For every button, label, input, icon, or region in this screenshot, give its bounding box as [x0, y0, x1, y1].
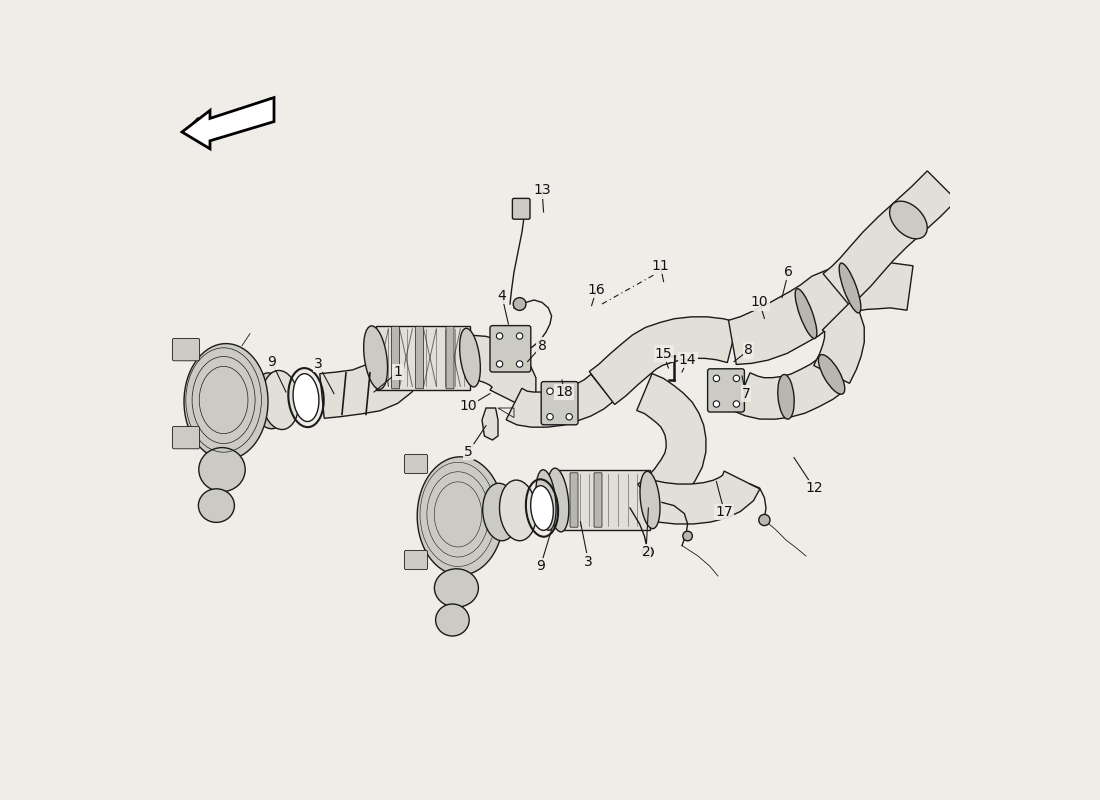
Circle shape [547, 388, 553, 394]
Circle shape [642, 546, 653, 558]
Polygon shape [469, 335, 536, 410]
Polygon shape [182, 98, 274, 149]
FancyBboxPatch shape [513, 198, 530, 219]
Circle shape [496, 333, 503, 339]
Polygon shape [506, 374, 613, 427]
Polygon shape [482, 408, 498, 440]
Polygon shape [646, 471, 760, 524]
Polygon shape [590, 317, 737, 405]
Polygon shape [734, 358, 844, 419]
FancyBboxPatch shape [405, 454, 428, 474]
Ellipse shape [417, 457, 504, 575]
Circle shape [516, 361, 522, 367]
Ellipse shape [839, 263, 861, 313]
Ellipse shape [483, 483, 518, 541]
Text: 1: 1 [394, 365, 403, 379]
Text: 5: 5 [464, 445, 473, 459]
FancyBboxPatch shape [594, 473, 602, 527]
Ellipse shape [262, 370, 299, 430]
Ellipse shape [536, 470, 557, 530]
Text: 8: 8 [744, 343, 752, 358]
Text: 6: 6 [784, 265, 793, 279]
Ellipse shape [364, 326, 387, 390]
Polygon shape [375, 326, 470, 390]
Circle shape [547, 414, 553, 420]
Ellipse shape [547, 468, 569, 532]
Circle shape [496, 361, 503, 367]
Ellipse shape [890, 201, 927, 239]
FancyBboxPatch shape [405, 550, 428, 570]
FancyBboxPatch shape [392, 326, 399, 389]
Text: 11: 11 [651, 258, 669, 273]
Ellipse shape [499, 480, 537, 541]
Circle shape [713, 401, 719, 407]
Ellipse shape [640, 471, 660, 529]
Text: 15: 15 [654, 346, 672, 361]
Circle shape [566, 414, 572, 420]
Text: 8: 8 [538, 338, 547, 353]
Text: 3: 3 [584, 554, 593, 569]
Text: 16: 16 [587, 282, 605, 297]
Polygon shape [823, 171, 957, 306]
Text: 12: 12 [805, 481, 823, 495]
FancyBboxPatch shape [541, 382, 578, 425]
Text: 13: 13 [534, 183, 551, 198]
FancyBboxPatch shape [173, 426, 199, 449]
Text: 14: 14 [679, 353, 696, 367]
Polygon shape [814, 302, 865, 383]
Ellipse shape [795, 289, 817, 338]
Ellipse shape [436, 604, 470, 636]
Ellipse shape [530, 486, 553, 530]
Polygon shape [728, 261, 913, 365]
Ellipse shape [199, 448, 245, 491]
Ellipse shape [434, 569, 478, 607]
Ellipse shape [460, 328, 481, 387]
Text: 9: 9 [267, 354, 276, 369]
FancyBboxPatch shape [173, 338, 199, 361]
Circle shape [683, 531, 692, 541]
Text: 3: 3 [314, 357, 322, 371]
Text: 10: 10 [751, 295, 769, 310]
Text: 7: 7 [741, 386, 750, 401]
FancyBboxPatch shape [570, 473, 578, 527]
Ellipse shape [293, 374, 319, 422]
FancyBboxPatch shape [416, 326, 424, 389]
Circle shape [566, 388, 572, 394]
Polygon shape [558, 470, 650, 530]
Circle shape [759, 514, 770, 526]
Circle shape [514, 298, 526, 310]
Text: 18: 18 [556, 385, 573, 399]
Ellipse shape [818, 354, 845, 394]
FancyBboxPatch shape [490, 326, 531, 372]
Polygon shape [320, 330, 426, 418]
Polygon shape [637, 374, 706, 516]
Text: 9: 9 [536, 559, 544, 574]
Text: 17: 17 [716, 505, 734, 519]
Circle shape [734, 401, 739, 407]
Ellipse shape [778, 374, 794, 419]
FancyBboxPatch shape [707, 369, 745, 412]
Ellipse shape [252, 373, 288, 429]
Ellipse shape [198, 489, 234, 522]
Ellipse shape [184, 344, 268, 459]
Circle shape [713, 375, 719, 382]
FancyBboxPatch shape [446, 326, 454, 389]
Text: 4: 4 [497, 289, 506, 303]
Circle shape [734, 375, 739, 382]
Text: 2: 2 [641, 545, 650, 559]
Circle shape [516, 333, 522, 339]
Text: 10: 10 [460, 399, 477, 414]
